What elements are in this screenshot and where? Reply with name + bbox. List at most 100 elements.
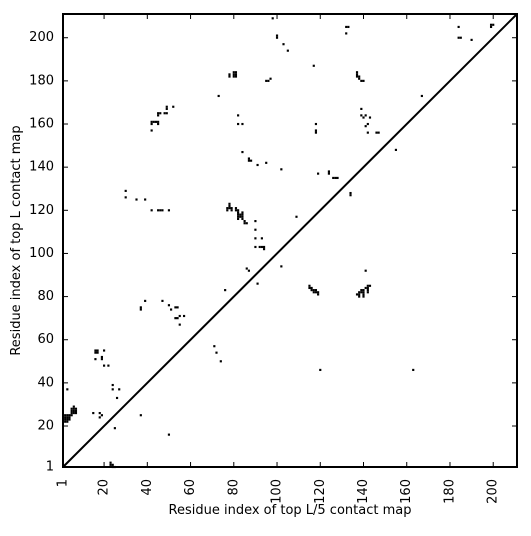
y-tick-label: 20 xyxy=(37,419,54,434)
y-tick-label: 120 xyxy=(29,203,54,218)
contact-point xyxy=(228,75,231,78)
y-tick-label: 80 xyxy=(37,289,54,304)
contact-point xyxy=(349,191,352,195)
contact-point xyxy=(182,314,186,318)
contact-point xyxy=(98,416,101,419)
contact-point xyxy=(358,295,361,298)
contact-point xyxy=(228,202,231,205)
contact-point xyxy=(226,209,229,212)
contact-point xyxy=(144,198,147,201)
contact-point xyxy=(312,289,315,292)
contact-point xyxy=(237,215,240,218)
contact-point xyxy=(368,284,372,287)
contact-point xyxy=(243,220,246,223)
contact-point xyxy=(237,122,240,126)
contact-point xyxy=(167,209,171,212)
contact-point xyxy=(165,105,168,108)
x-tick-label: 200 xyxy=(486,479,501,504)
contact-point xyxy=(247,269,250,272)
contact-point xyxy=(366,122,369,126)
contact-point xyxy=(317,172,320,175)
contact-point xyxy=(314,129,318,132)
contact-point xyxy=(237,217,240,221)
contact-point xyxy=(247,157,250,160)
contact-point xyxy=(72,405,75,408)
contact-point xyxy=(237,114,240,117)
contact-point xyxy=(226,207,229,210)
contact-point xyxy=(368,116,372,119)
contact-point xyxy=(72,407,75,410)
contact-point xyxy=(234,71,238,74)
contact-point xyxy=(228,204,231,208)
diagonal-line xyxy=(62,13,518,468)
contact-point xyxy=(377,131,380,134)
contact-point xyxy=(308,284,311,287)
contact-point xyxy=(310,286,313,290)
contact-point xyxy=(334,176,337,180)
contact-point xyxy=(94,351,97,354)
contact-point xyxy=(260,245,263,249)
contact-point xyxy=(254,245,257,249)
contact-point xyxy=(366,284,369,287)
contact-point xyxy=(167,304,171,307)
contact-point xyxy=(66,416,69,419)
contact-point xyxy=(319,368,322,372)
contact-point xyxy=(366,131,369,134)
contact-point xyxy=(72,409,75,412)
y-tick-label: 40 xyxy=(37,375,54,390)
contact-point xyxy=(489,25,493,29)
contact-point xyxy=(66,388,69,391)
contact-point xyxy=(241,211,244,214)
contact-point xyxy=(124,189,127,192)
contact-point xyxy=(295,215,298,218)
contact-point xyxy=(412,368,415,372)
contact-point xyxy=(161,299,164,302)
contact-point xyxy=(360,114,363,117)
contact-point xyxy=(144,299,147,302)
contact-point xyxy=(64,414,67,417)
contact-point xyxy=(103,364,106,367)
contact-point xyxy=(241,217,244,221)
contact-point xyxy=(230,209,233,212)
contact-point xyxy=(312,64,315,67)
contact-point xyxy=(247,159,250,162)
contact-point xyxy=(70,407,73,410)
contact-point xyxy=(165,112,168,115)
contact-point xyxy=(98,411,101,415)
contact-point xyxy=(457,25,460,29)
contact-point xyxy=(234,73,238,76)
contact-point xyxy=(267,79,270,82)
contact-point xyxy=(157,122,160,126)
contact-point xyxy=(282,43,285,46)
contact-point xyxy=(213,345,216,348)
x-ticks-group: 1 20 40 60 80 100 120 140 160 180 200 xyxy=(56,14,501,504)
contact-point xyxy=(362,291,365,294)
contact-point xyxy=(362,79,365,82)
contact-point xyxy=(111,463,114,466)
contact-point xyxy=(457,36,460,39)
contact-point xyxy=(241,122,244,126)
contact-point xyxy=(265,79,268,82)
contact-point xyxy=(111,383,114,387)
contact-point xyxy=(113,427,116,430)
contact-point xyxy=(314,289,318,292)
y-tick-label: 60 xyxy=(37,332,54,347)
contact-point xyxy=(360,79,363,82)
contact-point xyxy=(245,267,248,270)
contact-point xyxy=(243,222,246,225)
contact-point xyxy=(364,114,367,117)
contact-point xyxy=(157,114,160,117)
contact-point xyxy=(355,293,359,296)
contact-point xyxy=(94,358,97,361)
contact-point xyxy=(256,282,259,285)
x-tick-label: 120 xyxy=(313,479,328,504)
y-tick-label: 140 xyxy=(29,160,54,175)
contact-point xyxy=(317,293,320,296)
contact-point xyxy=(124,196,127,199)
contact-point xyxy=(364,125,367,128)
contact-point xyxy=(280,265,283,268)
contact-point xyxy=(355,71,359,74)
contact-point xyxy=(358,291,361,294)
contact-point xyxy=(232,73,235,76)
contact-point xyxy=(230,207,233,210)
